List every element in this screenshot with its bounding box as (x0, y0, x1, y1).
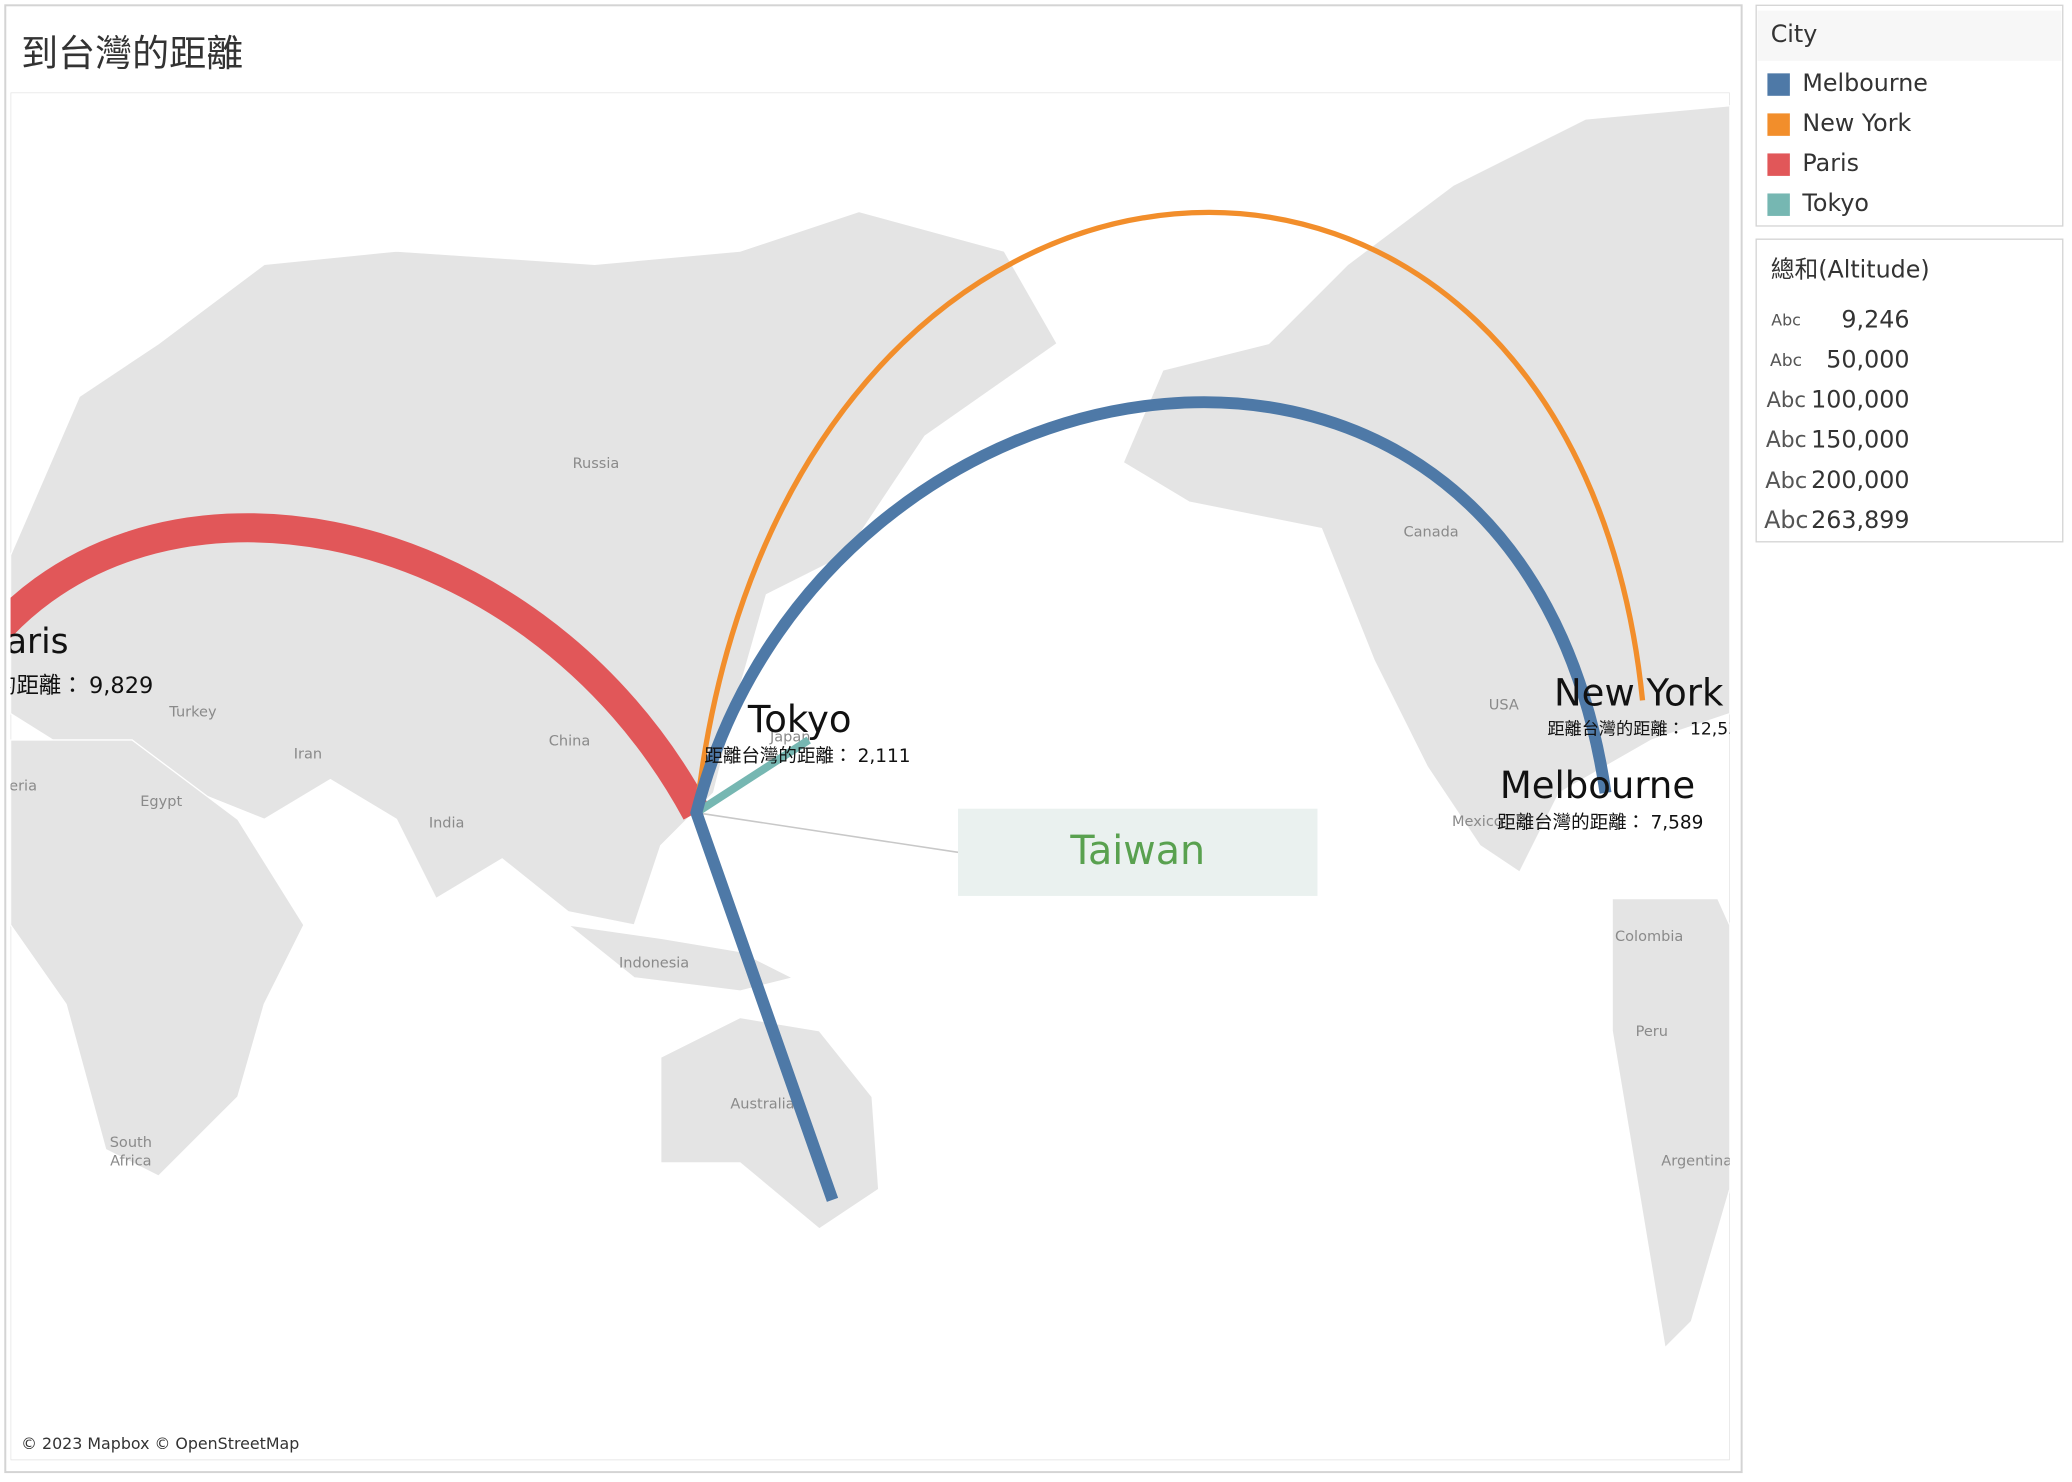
place-label: Turkey (168, 704, 217, 720)
route-arc[interactable] (690, 396, 1612, 1202)
route-city-label: Paris (0, 622, 69, 662)
routes (0, 209, 1646, 1202)
legend-label: 150,000 (1811, 426, 1909, 454)
distance-value: 7,589 (1650, 812, 1703, 833)
distance-caption: 距離台灣的距離： (704, 746, 852, 767)
legend-label: 9,246 (1841, 306, 1909, 334)
legend-label[interactable]: Melbourne (1802, 69, 1927, 97)
place-label: Africa (110, 1154, 151, 1170)
annotation-leader (696, 811, 959, 854)
route-arc[interactable] (693, 209, 1646, 813)
route-arc[interactable] (694, 736, 811, 817)
legend-title: City (1771, 20, 1818, 48)
legend-swatch[interactable] (1766, 112, 1792, 138)
legend-panel (1755, 238, 2064, 543)
legend-sample: Abc (1764, 506, 1808, 534)
place-label: Colombia (1615, 929, 1683, 945)
annotation-text: Taiwan (1069, 828, 1205, 874)
distance-caption: 距離台灣的距離： (0, 672, 84, 698)
legend-sample: Abc (1771, 311, 1801, 330)
legend-sample: Abc (1770, 351, 1802, 371)
place-label: Canada (1403, 525, 1458, 541)
city-legend[interactable]: City Melbourne New York Paris Tokyo (1755, 4, 2064, 227)
place-label: Australia (730, 1097, 794, 1113)
route-distance-label: 距離台灣的距離： 2,111 (704, 746, 910, 767)
distance-caption: 距離台灣的距離： (1497, 812, 1645, 833)
legend-label[interactable]: Paris (1802, 149, 1859, 177)
map[interactable]: Russia Turkey Iran China Egypt India Indonesia… (0, 92, 1750, 1461)
place-label: India (429, 815, 465, 831)
distance-value: 9,829 (89, 672, 153, 698)
legend-label: 50,000 (1826, 346, 1909, 374)
legend-swatch[interactable] (1766, 192, 1792, 218)
route-arc[interactable] (0, 513, 710, 820)
place-label: Russia (573, 456, 620, 472)
legend-label: 100,000 (1811, 386, 1909, 414)
legend-header (1757, 10, 2062, 61)
legend-label[interactable]: Tokyo (1801, 189, 1869, 217)
route-labels: Paris距離台灣的距離：9,829Tokyo距離台灣的距離：2,111New … (0, 622, 1750, 833)
attribution: © 2023 Mapbox © OpenStreetMap (21, 1434, 299, 1453)
legend-sample: Abc (1766, 387, 1805, 412)
distance-value: 2,111 (858, 746, 911, 767)
distance-caption: 距離台灣的距離： (1547, 719, 1684, 739)
place-label: South (110, 1135, 152, 1151)
legend-swatch[interactable] (1766, 152, 1792, 178)
land-africa (10, 739, 305, 1177)
place-label: Argentina (1661, 1154, 1732, 1170)
distance-value: 12,535 (1690, 719, 1750, 739)
land-south-america (1611, 897, 1730, 1350)
place-labels: Russia Turkey Iran China Egypt India Indonesia… (0, 456, 1732, 1170)
land-indonesia (565, 924, 795, 992)
place-label: Mexico (1452, 814, 1503, 830)
legend-swatch[interactable] (1766, 72, 1792, 98)
route-city-label: New York (1554, 672, 1724, 715)
place-label: Algeria (0, 778, 37, 794)
land-eurasia (10, 210, 1059, 926)
annotation-box (958, 808, 1318, 896)
route-city-label: Tokyo (747, 698, 852, 741)
legend-label: 263,899 (1811, 506, 1909, 534)
place-label: Iran (294, 747, 322, 763)
place-label: China (549, 733, 590, 749)
place-label: Indonesia (619, 955, 689, 971)
legend-title: 總和(Altitude) (1771, 255, 1930, 283)
route-distance-label: 距離台灣的距離： 12,535 (1547, 719, 1750, 739)
legend-sample: Abc (1766, 428, 1807, 453)
route-distance-label: 距離台灣的距離： 7,589 (1497, 812, 1703, 833)
place-label: USA (1489, 698, 1519, 714)
legend-sample: Abc (1765, 468, 1807, 494)
legend-label: 200,000 (1811, 466, 1909, 494)
legend-label[interactable]: New York (1802, 109, 1911, 137)
place-label: Egypt (140, 794, 182, 810)
place-label: Peru (1636, 1024, 1668, 1040)
route-city-label: Melbourne (1500, 764, 1695, 807)
dashboard-title: 到台灣的距離 (21, 32, 243, 75)
route-distance-label: 距離台灣的距離：9,829 (0, 672, 153, 698)
